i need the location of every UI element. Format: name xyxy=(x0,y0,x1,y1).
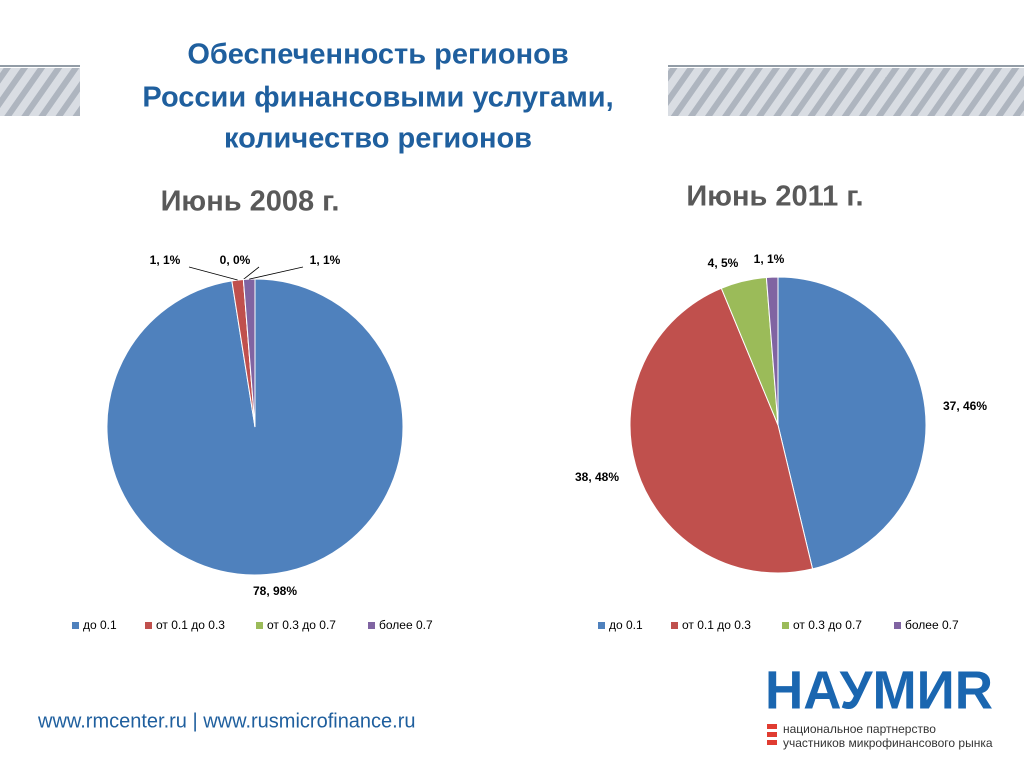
legend-swatch xyxy=(256,622,263,629)
data-label: 0, 0% xyxy=(220,253,251,267)
legend-swatch xyxy=(598,622,605,629)
legend-label: более 0.7 xyxy=(905,618,959,632)
legend-label: более 0.7 xyxy=(379,618,433,632)
legend-swatch xyxy=(782,622,789,629)
legend-swatch xyxy=(671,622,678,629)
logo-mark xyxy=(767,732,777,737)
slide-title: количество регионов xyxy=(224,123,532,155)
chart-title: Июнь 2008 г. xyxy=(161,186,340,218)
data-label: 1, 1% xyxy=(310,253,341,267)
data-label: 1, 1% xyxy=(754,252,785,266)
data-label: 78, 98% xyxy=(253,584,297,598)
legend-swatch xyxy=(894,622,901,629)
data-label: 4, 5% xyxy=(708,256,739,270)
data-label: 1, 1% xyxy=(150,253,181,267)
legend-label: до 0.1 xyxy=(609,618,643,632)
header-decoration xyxy=(0,68,80,116)
slide-title: Обеспеченность регионов xyxy=(187,39,568,71)
legend-label: от 0.1 до 0.3 xyxy=(156,618,225,632)
data-label: 38, 48% xyxy=(575,470,619,484)
logo-name: НАУМИR xyxy=(765,660,993,720)
leader-line xyxy=(243,266,260,280)
slide-title: России финансовыми услугами, xyxy=(142,82,613,114)
pie-slice xyxy=(777,276,927,570)
legend-swatch xyxy=(72,622,79,629)
logo-line: национальное партнерство xyxy=(783,722,936,736)
chart-title: Июнь 2011 г. xyxy=(686,181,863,213)
legend-label: до 0.1 xyxy=(83,618,117,632)
legend-swatch xyxy=(368,622,375,629)
logo-line: участников микрофинансового рынка xyxy=(783,736,993,750)
pie-slice xyxy=(765,276,779,426)
legend-swatch xyxy=(145,622,152,629)
legend-label: от 0.1 до 0.3 xyxy=(682,618,751,632)
header-decoration xyxy=(668,68,1024,116)
legend-label: от 0.3 до 0.7 xyxy=(267,618,336,632)
data-label: 37, 46% xyxy=(943,399,987,413)
logo-mark xyxy=(767,724,777,729)
pie-slice xyxy=(629,287,814,574)
legend-label: от 0.3 до 0.7 xyxy=(793,618,862,632)
logo-mark xyxy=(767,740,777,745)
leader-line xyxy=(249,266,304,280)
footer-links: www.rmcenter.ru | www.rusmicrofinance.ru xyxy=(37,710,416,732)
leader-line xyxy=(188,266,238,281)
